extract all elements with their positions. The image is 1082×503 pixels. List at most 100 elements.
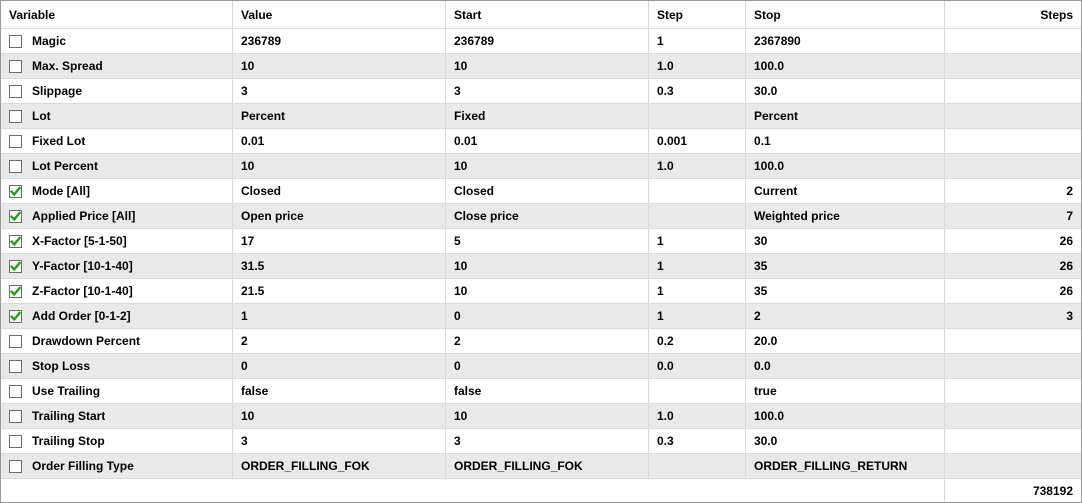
start-cell[interactable]: 10 xyxy=(445,404,648,428)
value-cell[interactable]: 0.01 xyxy=(232,129,445,153)
start-cell[interactable]: ORDER_FILLING_FOK xyxy=(445,454,648,478)
optimize-checkbox-checked[interactable] xyxy=(9,184,22,198)
value-cell[interactable]: 17 xyxy=(232,229,445,253)
step-cell[interactable] xyxy=(648,204,745,228)
optimize-checkbox-unchecked[interactable] xyxy=(9,34,22,48)
table-row[interactable]: Max. Spread 10 10 1.0 100.0 xyxy=(1,54,1081,79)
start-cell[interactable]: false xyxy=(445,379,648,403)
start-cell[interactable]: 10 xyxy=(445,54,648,78)
stop-cell[interactable]: 20.0 xyxy=(745,329,944,353)
table-row[interactable]: Applied Price [All] Open price Close price… xyxy=(1,204,1081,229)
start-cell[interactable]: 3 xyxy=(445,79,648,103)
optimize-checkbox-checked[interactable] xyxy=(9,259,22,273)
value-cell[interactable]: 0 xyxy=(232,354,445,378)
start-cell[interactable]: 10 xyxy=(445,254,648,278)
column-header-step[interactable]: Step xyxy=(648,1,745,28)
step-cell[interactable]: 0.3 xyxy=(648,429,745,453)
value-cell[interactable]: 10 xyxy=(232,154,445,178)
table-row[interactable]: Magic 236789 236789 1 2367890 xyxy=(1,29,1081,54)
step-cell[interactable]: 1.0 xyxy=(648,54,745,78)
column-header-steps[interactable]: Steps xyxy=(944,1,1081,28)
optimize-checkbox-unchecked[interactable] xyxy=(9,384,22,398)
column-header-value[interactable]: Value xyxy=(232,1,445,28)
value-cell[interactable]: 10 xyxy=(232,404,445,428)
column-header-variable[interactable]: Variable xyxy=(9,7,56,22)
optimize-checkbox-unchecked[interactable] xyxy=(9,134,22,148)
value-cell[interactable]: Closed xyxy=(232,179,445,203)
optimize-checkbox-unchecked[interactable] xyxy=(9,334,22,348)
stop-cell[interactable]: Percent xyxy=(745,104,944,128)
stop-cell[interactable]: ORDER_FILLING_RETURN xyxy=(745,454,944,478)
step-cell[interactable] xyxy=(648,179,745,203)
start-cell[interactable]: 0 xyxy=(445,354,648,378)
stop-cell[interactable]: 30.0 xyxy=(745,429,944,453)
start-cell[interactable]: Close price xyxy=(445,204,648,228)
table-row[interactable]: Fixed Lot 0.01 0.01 0.001 0.1 xyxy=(1,129,1081,154)
step-cell[interactable]: 0.0 xyxy=(648,354,745,378)
stop-cell[interactable]: true xyxy=(745,379,944,403)
value-cell[interactable]: ORDER_FILLING_FOK xyxy=(232,454,445,478)
value-cell[interactable]: Open price xyxy=(232,204,445,228)
step-cell[interactable]: 1 xyxy=(648,304,745,328)
step-cell[interactable]: 0.3 xyxy=(648,79,745,103)
stop-cell[interactable]: 2367890 xyxy=(745,29,944,53)
table-row[interactable]: Trailing Start 10 10 1.0 100.0 xyxy=(1,404,1081,429)
table-row[interactable]: X-Factor [5-1-50] 17 5 1 30 26 xyxy=(1,229,1081,254)
table-row[interactable]: Lot Percent Fixed Percent xyxy=(1,104,1081,129)
step-cell[interactable] xyxy=(648,454,745,478)
step-cell[interactable]: 1 xyxy=(648,254,745,278)
start-cell[interactable]: 5 xyxy=(445,229,648,253)
stop-cell[interactable]: 100.0 xyxy=(745,154,944,178)
optimize-checkbox-checked[interactable] xyxy=(9,309,22,323)
value-cell[interactable]: 236789 xyxy=(232,29,445,53)
stop-cell[interactable]: 35 xyxy=(745,279,944,303)
table-row[interactable]: Use Trailing false false true xyxy=(1,379,1081,404)
table-row[interactable]: Order Filling Type ORDER_FILLING_FOK ORDER… xyxy=(1,454,1081,479)
value-cell[interactable]: false xyxy=(232,379,445,403)
step-cell[interactable]: 1.0 xyxy=(648,154,745,178)
step-cell[interactable] xyxy=(648,379,745,403)
optimize-checkbox-unchecked[interactable] xyxy=(9,434,22,448)
stop-cell[interactable]: Current xyxy=(745,179,944,203)
value-cell[interactable]: 21.5 xyxy=(232,279,445,303)
start-cell[interactable]: 0.01 xyxy=(445,129,648,153)
start-cell[interactable]: Closed xyxy=(445,179,648,203)
optimize-checkbox-unchecked[interactable] xyxy=(9,109,22,123)
table-row[interactable]: Stop Loss 0 0 0.0 0.0 xyxy=(1,354,1081,379)
optimize-checkbox-unchecked[interactable] xyxy=(9,359,22,373)
step-cell[interactable]: 1.0 xyxy=(648,404,745,428)
optimize-checkbox-unchecked[interactable] xyxy=(9,409,22,423)
start-cell[interactable]: Fixed xyxy=(445,104,648,128)
step-cell[interactable]: 0.2 xyxy=(648,329,745,353)
stop-cell[interactable]: 100.0 xyxy=(745,404,944,428)
start-cell[interactable]: 0 xyxy=(445,304,648,328)
start-cell[interactable]: 10 xyxy=(445,279,648,303)
start-cell[interactable]: 2 xyxy=(445,329,648,353)
optimize-checkbox-unchecked[interactable] xyxy=(9,459,22,473)
step-cell[interactable] xyxy=(648,104,745,128)
optimize-checkbox-checked[interactable] xyxy=(9,209,22,223)
table-row[interactable]: Z-Factor [10-1-40] 21.5 10 1 35 26 xyxy=(1,279,1081,304)
start-cell[interactable]: 3 xyxy=(445,429,648,453)
value-cell[interactable]: 10 xyxy=(232,54,445,78)
step-cell[interactable]: 0.001 xyxy=(648,129,745,153)
start-cell[interactable]: 10 xyxy=(445,154,648,178)
table-row[interactable]: Add Order [0-1-2] 1 0 1 2 3 xyxy=(1,304,1081,329)
value-cell[interactable]: 3 xyxy=(232,79,445,103)
optimize-checkbox-checked[interactable] xyxy=(9,284,22,298)
stop-cell[interactable]: 0.0 xyxy=(745,354,944,378)
stop-cell[interactable]: 100.0 xyxy=(745,54,944,78)
table-row[interactable]: Y-Factor [10-1-40] 31.5 10 1 35 26 xyxy=(1,254,1081,279)
column-header-start[interactable]: Start xyxy=(445,1,648,28)
step-cell[interactable]: 1 xyxy=(648,29,745,53)
table-row[interactable]: Mode [All] Closed Closed Current 2 xyxy=(1,179,1081,204)
stop-cell[interactable]: 30.0 xyxy=(745,79,944,103)
start-cell[interactable]: 236789 xyxy=(445,29,648,53)
table-row[interactable]: Slippage 3 3 0.3 30.0 xyxy=(1,79,1081,104)
value-cell[interactable]: 3 xyxy=(232,429,445,453)
stop-cell[interactable]: 2 xyxy=(745,304,944,328)
column-header-stop[interactable]: Stop xyxy=(745,1,944,28)
optimize-checkbox-unchecked[interactable] xyxy=(9,159,22,173)
optimize-checkbox-checked[interactable] xyxy=(9,234,22,248)
stop-cell[interactable]: Weighted price xyxy=(745,204,944,228)
